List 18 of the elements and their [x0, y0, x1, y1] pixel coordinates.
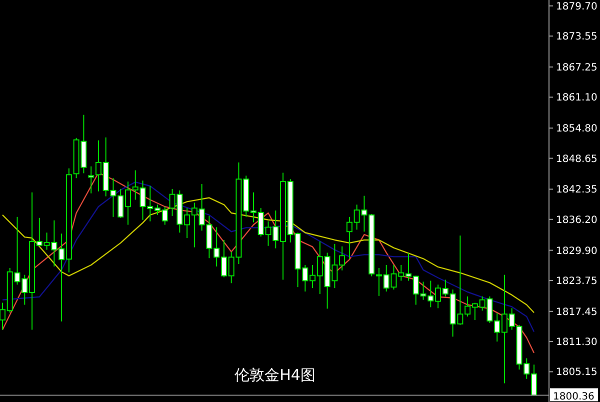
y-tick-label: 1873.55: [556, 32, 598, 43]
y-tick-label: 1836.20: [556, 214, 598, 226]
y-tick-label: 1805.15: [556, 367, 598, 378]
candlestick: [88, 166, 94, 194]
y-tick-label: 1867.25: [556, 62, 598, 74]
y-tick-label: 1829.90: [556, 246, 598, 257]
y-tick-label: 1861.10: [556, 92, 598, 104]
y-tick-label: 1879.70: [556, 1, 598, 12]
y-tick-label: 1823.75: [556, 276, 598, 287]
text: 伦敦金H4图: [234, 366, 316, 384]
y-tick-label: 1842.35: [556, 184, 598, 196]
line-series: [2, 197, 535, 314]
line-series: [2, 181, 535, 332]
y-tick-label: 1817.45: [556, 306, 598, 318]
y-tick-label: 1811.30: [556, 337, 598, 348]
ref-line-label: 1800.36: [553, 391, 594, 402]
y-tick-label: 1854.80: [556, 124, 598, 135]
y-tick-label: 1848.65: [556, 154, 598, 165]
